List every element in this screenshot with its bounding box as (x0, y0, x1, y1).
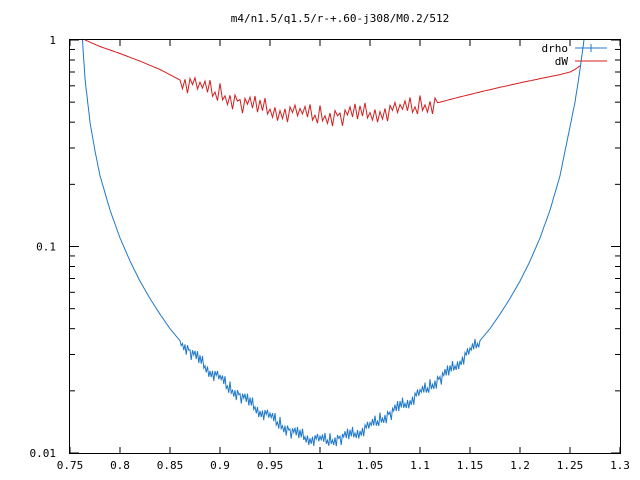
legend-label: drho (542, 42, 569, 55)
x-axis: 0.75 0.8 0.85 0.9 0.95 1 1.05 1.1 1.15 1.2 1.25 1.3 (57, 40, 630, 472)
y-tick-label: 0.01 (30, 447, 57, 460)
x-tick-label: 1.1 (410, 459, 430, 472)
x-tick-label: 1.2 (510, 459, 530, 472)
series-line-dW (84, 39, 581, 127)
x-tick-label: 1 (317, 459, 324, 472)
plot-frame (69, 39, 621, 454)
x-tick-label: 1.15 (457, 459, 484, 472)
x-tick-label: 0.75 (57, 459, 84, 472)
y-tick-label: 1 (49, 34, 56, 47)
y-tick-label: 0.1 (36, 241, 56, 254)
series-layer (82, 39, 585, 447)
x-tick-label: 0.95 (257, 459, 284, 472)
chart-title: m4/n1.5/q1.5/r-+.60-j308/M0.2/512 (231, 12, 450, 25)
x-tick-label: 1.25 (557, 459, 584, 472)
x-tick-label: 1.3 (610, 459, 630, 472)
x-tick-label: 0.8 (110, 459, 130, 472)
x-tick-label: 0.85 (157, 459, 184, 472)
y-axis: 0.01 0.1 1 (30, 34, 620, 460)
x-tick-label: 0.9 (210, 459, 230, 472)
series-line-drho (82, 39, 585, 447)
legend-label: dW (555, 55, 569, 68)
x-tick-label: 1.05 (357, 459, 384, 472)
